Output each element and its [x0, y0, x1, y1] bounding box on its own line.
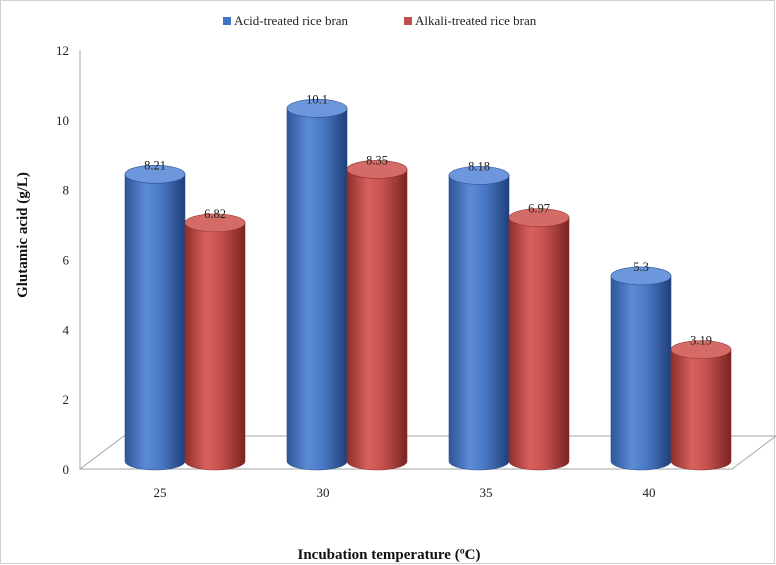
y-tick-label: 4	[63, 322, 70, 337]
chart-floor	[78, 435, 776, 470]
bar-acid-25	[124, 165, 186, 471]
bar-alkali-35	[508, 208, 570, 471]
x-tick-label: 40	[643, 485, 656, 500]
bar-alkali-25	[184, 213, 246, 471]
data-label-alkali-30: 8.35	[366, 153, 388, 167]
data-label-acid-40: 5.3	[633, 260, 649, 274]
data-label-acid-35: 8.18	[468, 159, 490, 173]
bar-acid-40	[610, 266, 672, 471]
x-tick-label: 30	[317, 485, 330, 500]
data-label-acid-25: 8.21	[144, 158, 166, 172]
legend-swatch-acid	[223, 17, 231, 25]
y-axis-title: Glutamic acid (g/L)	[15, 172, 31, 298]
x-tick-label: 35	[480, 485, 493, 500]
x-tick-label: 25	[154, 485, 167, 500]
legend-label-alkali: Alkali-treated rice bran	[415, 13, 537, 28]
data-label-alkali-25: 6.82	[204, 207, 226, 221]
data-label-acid-30: 10.1	[306, 92, 328, 106]
y-tick-label: 10	[56, 113, 69, 128]
bars: 8.21 6.82 10.1 8.35 8.18 6.97 5.3 3.19	[124, 92, 732, 471]
bar-alkali-40	[670, 340, 732, 471]
x-axis-title: Incubation temperature (ºC)	[298, 547, 481, 563]
legend: Acid-treated rice bran Alkali-treated ri…	[223, 13, 537, 28]
data-label-alkali-40: 3.19	[690, 334, 712, 348]
legend-swatch-alkali	[404, 17, 412, 25]
legend-label-acid: Acid-treated rice bran	[234, 13, 349, 28]
axes	[78, 50, 776, 470]
bar-acid-35	[448, 166, 510, 471]
bar-alkali-30	[346, 160, 408, 471]
x-ticks: 25 30 35 40	[154, 485, 656, 500]
y-tick-label: 12	[56, 43, 69, 58]
data-label-alkali-35: 6.97	[528, 202, 550, 216]
y-tick-label: 2	[63, 392, 70, 407]
y-tick-label: 6	[63, 253, 70, 268]
bar-acid-30	[286, 99, 348, 471]
y-ticks: 0 2 4 6 8 10 12	[56, 43, 70, 477]
y-tick-label: 0	[63, 462, 70, 477]
y-tick-label: 8	[63, 183, 70, 198]
